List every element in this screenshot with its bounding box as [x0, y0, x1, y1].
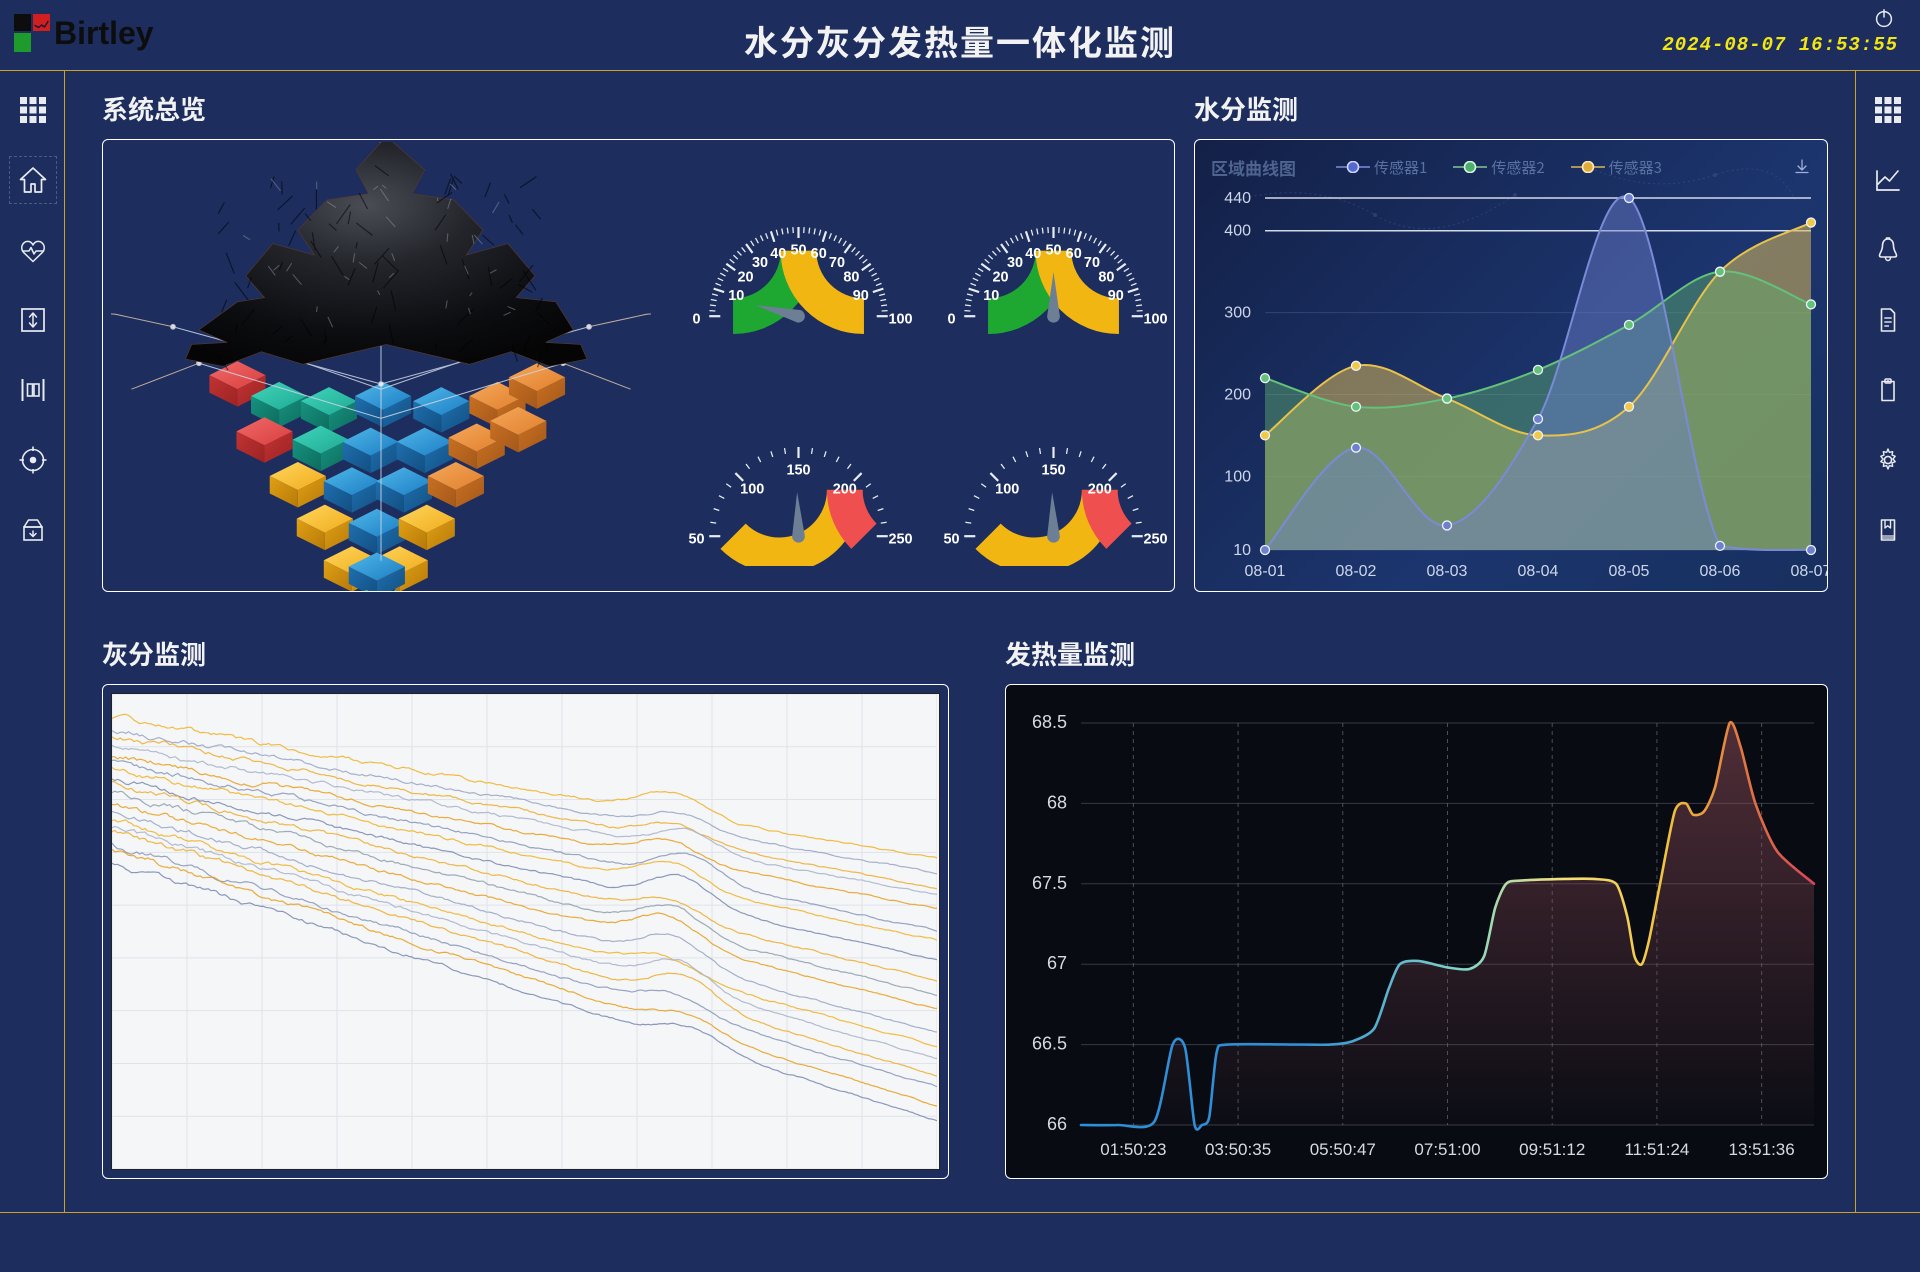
svg-text:200: 200: [833, 482, 857, 498]
svg-text:09:51:12: 09:51:12: [1519, 1140, 1585, 1159]
svg-text:66.5: 66.5: [1032, 1034, 1067, 1054]
svg-text:30: 30: [752, 255, 768, 271]
svg-text:60: 60: [811, 246, 827, 262]
svg-text:20: 20: [738, 270, 754, 286]
svg-text:50: 50: [1045, 243, 1061, 259]
svg-text:01:50:23: 01:50:23: [1100, 1140, 1166, 1159]
svg-text:40: 40: [770, 246, 786, 262]
svg-text:11:51:24: 11:51:24: [1624, 1140, 1689, 1159]
svg-text:250: 250: [1143, 531, 1167, 547]
svg-text:08-03: 08-03: [1427, 563, 1468, 580]
svg-text:10: 10: [1233, 542, 1251, 559]
svg-text:68: 68: [1047, 792, 1067, 812]
svg-text:30: 30: [1007, 255, 1023, 271]
svg-text:40: 40: [1025, 246, 1041, 262]
svg-text:08-05: 08-05: [1609, 563, 1650, 580]
svg-text:68.5: 68.5: [1032, 712, 1067, 732]
svg-text:13:51:36: 13:51:36: [1729, 1140, 1795, 1159]
svg-text:100: 100: [995, 482, 1019, 498]
svg-text:150: 150: [786, 463, 810, 479]
svg-text:200: 200: [1088, 482, 1112, 498]
svg-text:07:51:00: 07:51:00: [1414, 1140, 1480, 1159]
svg-text:60: 60: [1066, 246, 1082, 262]
svg-text:67: 67: [1047, 953, 1067, 973]
svg-text:0: 0: [947, 311, 955, 327]
svg-text:80: 80: [843, 270, 859, 286]
svg-text:70: 70: [829, 255, 845, 271]
svg-text:440: 440: [1224, 190, 1251, 207]
svg-text:20: 20: [993, 270, 1009, 286]
svg-text:50: 50: [688, 531, 704, 547]
svg-text:150: 150: [1041, 463, 1065, 479]
svg-text:08-04: 08-04: [1518, 563, 1559, 580]
svg-text:0: 0: [692, 311, 700, 327]
svg-text:90: 90: [853, 288, 869, 304]
svg-text:90: 90: [1108, 288, 1124, 304]
svg-text:66: 66: [1047, 1114, 1067, 1134]
svg-text:08-02: 08-02: [1336, 563, 1377, 580]
svg-text:05:50:47: 05:50:47: [1310, 1140, 1376, 1159]
svg-text:70: 70: [1084, 255, 1100, 271]
svg-text:100: 100: [1224, 468, 1251, 485]
svg-text:100: 100: [888, 311, 912, 327]
svg-text:50: 50: [790, 243, 806, 259]
svg-text:03:50:35: 03:50:35: [1205, 1140, 1271, 1159]
svg-text:400: 400: [1224, 223, 1251, 240]
svg-text:200: 200: [1224, 386, 1251, 403]
svg-text:10: 10: [728, 288, 744, 304]
svg-text:250: 250: [888, 531, 912, 547]
svg-text:08-01: 08-01: [1245, 563, 1286, 580]
svg-text:80: 80: [1098, 270, 1114, 286]
svg-text:50: 50: [943, 531, 959, 547]
svg-text:300: 300: [1224, 305, 1251, 322]
svg-text:67.5: 67.5: [1032, 873, 1067, 893]
svg-text:08-06: 08-06: [1700, 563, 1741, 580]
svg-text:100: 100: [740, 482, 764, 498]
svg-text:08-07: 08-07: [1791, 563, 1828, 580]
svg-text:10: 10: [983, 288, 999, 304]
svg-text:100: 100: [1143, 311, 1167, 327]
